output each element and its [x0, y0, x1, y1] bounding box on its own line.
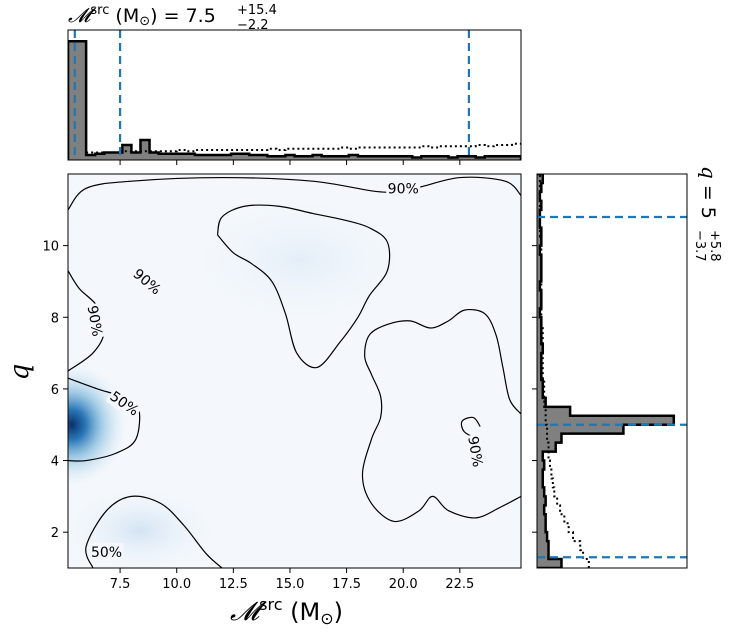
contour-label-text: 90% [84, 304, 105, 337]
density-peak-heatmap [68, 362, 128, 487]
mc-quantile-lines [73, 30, 471, 160]
joint-posterior-density-panel: 90%90%90%90%50%50% 7.5 10.0 12.5 15.0 17.5 20… [5, 173, 522, 628]
x-tick-label: 22.5 [445, 577, 474, 592]
contour-label-backing [128, 263, 167, 300]
x-tick-label: 7.5 [110, 577, 131, 592]
right-panel-title: q = 5 +5.8 −3.7 [692, 166, 722, 262]
top-panel-ticks [119, 160, 461, 165]
y-axis-label: q [5, 364, 35, 381]
xlabel-sun-symbol: ⊙ [320, 609, 333, 628]
y-tick-label: 4 [51, 455, 59, 470]
contour-label-text: 90% [464, 435, 485, 468]
right-title-q: q [697, 166, 721, 179]
right-title-error-minus: −3.7 [692, 230, 707, 262]
contour-label-text: 90% [388, 181, 419, 197]
contour-label-backing [105, 386, 144, 421]
xlabel-unit-close: ) [334, 598, 343, 626]
x-tick-label: 17.5 [332, 577, 361, 592]
contour-label-backing [89, 542, 124, 561]
contour-label-text: 50% [91, 545, 122, 561]
top-panel-background [68, 30, 521, 160]
right-title-error-plus: +5.8 [707, 230, 722, 262]
title-value: = 7.5 [158, 5, 216, 27]
secondary-density-region [68, 485, 220, 568]
title-superscript: src [90, 3, 109, 18]
right-title-value: = 5 [697, 179, 719, 219]
contour-labels: 90%90%90%90%50%50% [83, 179, 488, 561]
q-posterior-histogram-outline [537, 174, 676, 568]
y-tick-label: 10 [42, 240, 59, 255]
contour-label-2: 90% [83, 302, 107, 340]
title-error-minus: −2.2 [237, 18, 269, 33]
q-quantile-lines [537, 215, 687, 559]
top-panel-frame [67, 29, 522, 161]
contour-label-0: 90% [386, 179, 421, 198]
right-panel-background [537, 174, 687, 568]
contour-label-backing [386, 179, 421, 198]
mc-posterior-histogram-outline [68, 40, 521, 160]
y-tick-label: 6 [51, 383, 59, 398]
y-tick-label: 8 [51, 311, 59, 326]
contour-label-backing [463, 433, 488, 470]
right-title-text: q = 5 [697, 166, 721, 219]
main-panel-frame [67, 173, 522, 569]
right-panel-frame [536, 173, 688, 569]
contour-90pct-0 [68, 176, 521, 211]
y-tick-label: 2 [51, 526, 59, 541]
x-tick-label: 12.5 [219, 577, 248, 592]
title-sun-symbol: ⊙ [139, 14, 150, 29]
title-error-plus: +15.4 [237, 3, 277, 18]
contour-90pct-3 [361, 308, 521, 523]
contour-label-5: 50% [89, 542, 124, 561]
xlabel-superscript: src [259, 595, 282, 614]
x-tick-label: 20.0 [389, 577, 418, 592]
top-panel-title: 𝓜src (M⊙) = 7.5 [68, 3, 216, 29]
contour-50pct-5 [68, 377, 141, 462]
top-marginal-histogram: 𝓜src (M⊙) = 7.5 +15.4 −2.2 [67, 3, 522, 165]
title-unit: (M [109, 5, 139, 27]
contour-90pct-1 [216, 204, 391, 369]
mc-prior-histogram-outline [86, 142, 521, 154]
contour-label-3: 90% [463, 433, 488, 470]
diffuse-density-region [180, 190, 420, 330]
contour-90pct-4 [460, 416, 481, 440]
x-axis-ticks: 7.5 10.0 12.5 15.0 17.5 20.0 22.5 [110, 568, 474, 592]
q-prior-histogram-outline [538, 174, 590, 568]
x-tick-label: 15.0 [275, 577, 304, 592]
contour-50pct-6 [85, 495, 223, 568]
right-marginal-histogram: q = 5 +5.8 −3.7 [532, 166, 722, 569]
xlabel-unit: (M [282, 598, 320, 626]
title-unit-close: ) [150, 5, 157, 27]
right-panel-ticks [532, 245, 537, 533]
x-axis-label: 𝓜src (M⊙) [230, 595, 343, 628]
x-tick-label: 10.0 [162, 577, 191, 592]
contour-label-backing [83, 302, 107, 340]
y-axis-ticks: 2 4 6 8 10 [42, 240, 68, 541]
